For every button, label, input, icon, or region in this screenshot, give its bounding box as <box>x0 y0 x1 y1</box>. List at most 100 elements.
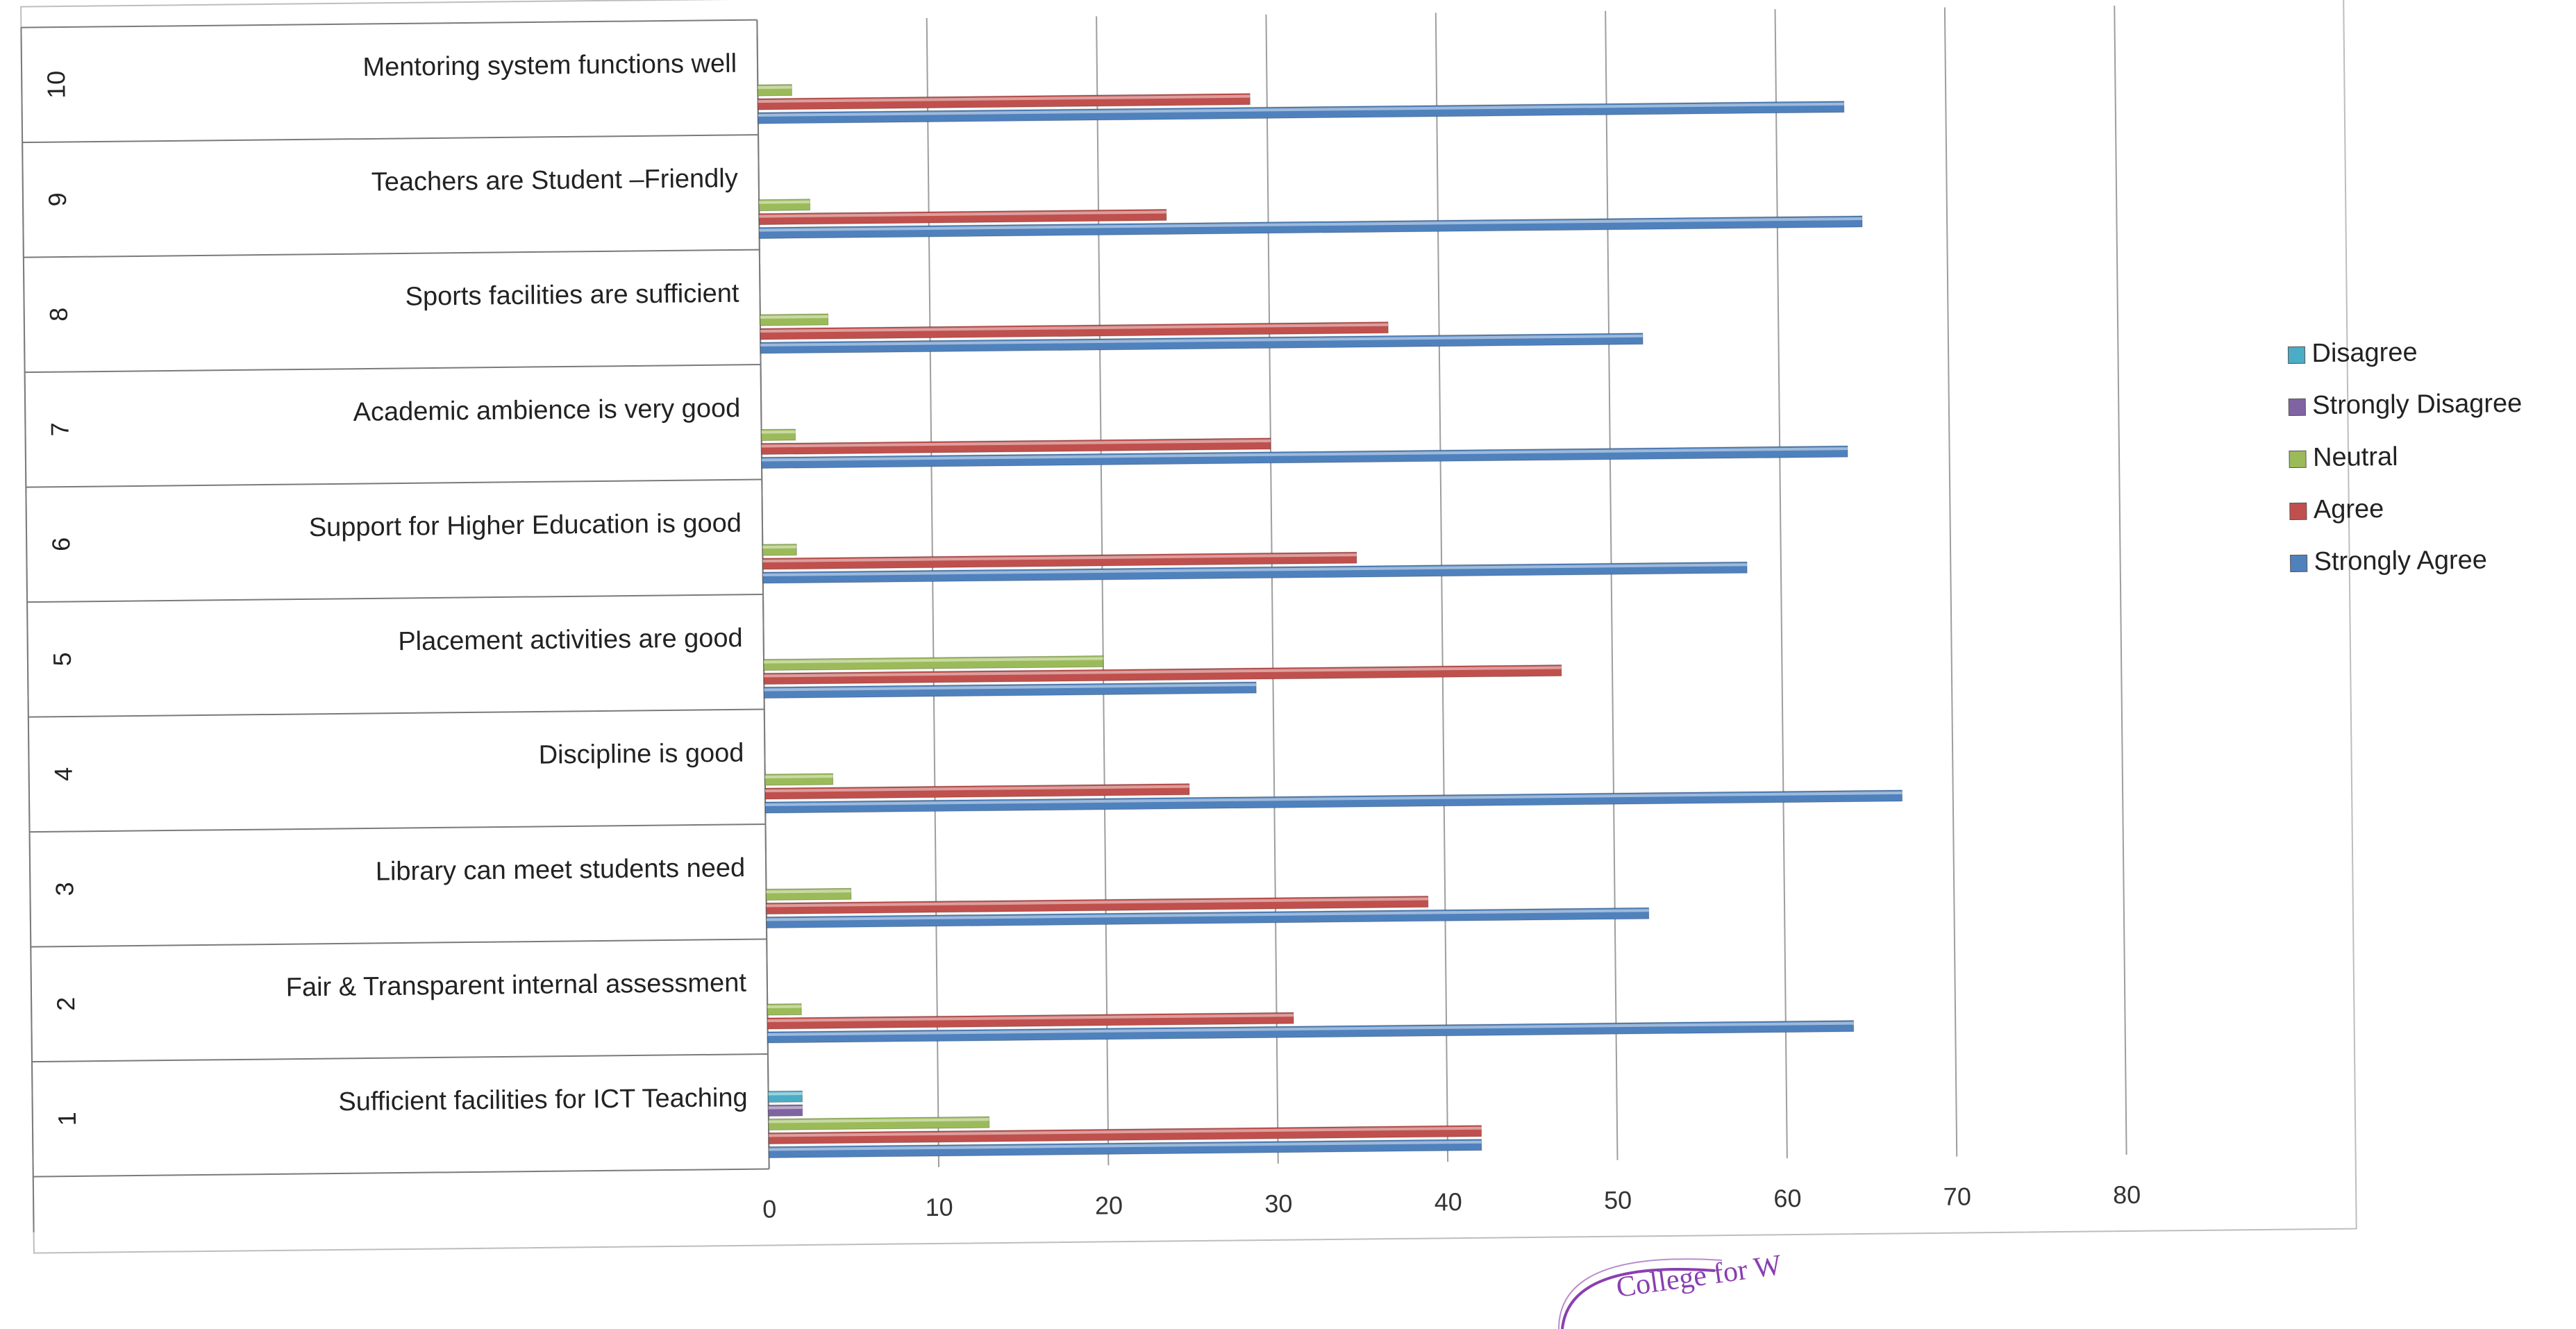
bar-highlight <box>760 334 1643 347</box>
bar-highlight <box>758 85 792 90</box>
bar-highlight <box>761 431 796 434</box>
legend-swatch <box>2287 346 2306 365</box>
bar-highlight <box>759 217 1862 232</box>
x-axis-tick-labels: 0 10 20 30 40 50 60 70 80 <box>762 1180 2141 1223</box>
x-tick-label: 0 <box>762 1194 776 1223</box>
x-tick-label: 80 <box>2113 1180 2141 1209</box>
bar-agree <box>758 93 1251 110</box>
table-row-divider <box>21 19 758 28</box>
bar-agree <box>768 1125 1482 1144</box>
legend-swatch <box>2289 450 2307 469</box>
table-row-divider <box>33 1168 769 1178</box>
bar-highlight <box>758 94 1251 103</box>
table-row-divider <box>32 1053 768 1063</box>
bar-highlight <box>762 545 797 549</box>
bar-highlight <box>762 553 1357 563</box>
legend-swatch <box>2289 502 2307 521</box>
bar-highlight <box>767 1005 802 1009</box>
gridline <box>1435 12 1449 1162</box>
bar-strongly-agree <box>762 561 1748 584</box>
x-tick-label: 30 <box>1264 1189 1292 1218</box>
bar-strongly-agree <box>758 101 1845 124</box>
table-row-divider <box>24 364 761 374</box>
bar-agree <box>767 1012 1294 1030</box>
category-label: Sufficient facilities for ICT Teaching <box>338 1083 748 1117</box>
x-tick-label: 10 <box>925 1193 953 1221</box>
category-number: 10 <box>42 71 70 99</box>
bar-neutral <box>768 1116 990 1131</box>
bar-agree <box>762 551 1357 570</box>
table-border <box>20 27 35 1232</box>
bar-strongly-disagree <box>768 1104 803 1117</box>
bar-agree <box>763 664 1562 685</box>
bar-highlight <box>761 447 1848 462</box>
bar-highlight <box>768 1118 989 1123</box>
category-label: Placement activities are good <box>398 624 743 656</box>
category-label: Discipline is good <box>538 739 744 770</box>
category-label: Sports facilities are sufficient <box>405 279 739 312</box>
category-number: 5 <box>48 652 76 666</box>
gridline <box>1265 14 1279 1164</box>
legend-label: Neutral <box>2313 442 2398 472</box>
bar-strongly-agree <box>764 789 1903 814</box>
bar-neutral <box>762 544 797 556</box>
table-row-divider <box>31 938 767 948</box>
category-number: 7 <box>45 422 74 436</box>
x-tick-label: 70 <box>1943 1182 1971 1210</box>
category-label-table: 1 Sufficient facilities for ICT Teaching 2… <box>20 19 770 1232</box>
x-tick-label: 50 <box>1604 1185 1632 1214</box>
legend-label: Strongly Agree <box>2314 546 2487 577</box>
bar-highlight <box>769 1140 1482 1151</box>
table-row-divider <box>26 478 762 488</box>
bar-agree <box>761 437 1271 455</box>
category-label: Support for Higher Education is good <box>309 509 742 543</box>
table-row-divider <box>29 824 766 833</box>
bar-highlight <box>759 200 810 204</box>
bar-highlight <box>767 1014 1294 1023</box>
bar-neutral <box>767 1003 802 1016</box>
category-number: 1 <box>53 1112 81 1126</box>
gridline <box>1774 9 1788 1159</box>
bar-highlight <box>759 210 1166 218</box>
category-label: Library can meet students need <box>376 853 746 887</box>
table-row-divider <box>28 708 764 718</box>
bar-highlight <box>764 775 833 779</box>
bar-highlight <box>768 1105 803 1110</box>
bar-highlight <box>766 889 851 894</box>
bar-strongly-agree <box>766 907 1650 929</box>
gridline <box>926 18 940 1167</box>
table-row-divider <box>22 134 759 144</box>
bar-neutral <box>760 313 829 326</box>
bar-highlight <box>760 323 1389 333</box>
bar-neutral <box>758 199 811 212</box>
bar-highlight <box>767 1021 1854 1037</box>
gridline <box>1943 7 1958 1157</box>
category-number: 3 <box>50 882 78 896</box>
bar-agree <box>764 783 1190 800</box>
bar-highlight <box>758 102 1844 117</box>
bar-neutral <box>761 428 796 442</box>
table-row-divider <box>27 594 764 603</box>
bar-highlight <box>766 909 1649 921</box>
bar-agree <box>760 321 1389 340</box>
bar-highlight <box>764 785 1189 793</box>
legend: Disagree Strongly Disagree Neutral Agree Str… <box>2287 338 2523 577</box>
bar-neutral <box>765 887 852 901</box>
legend-label: Disagree <box>2311 338 2418 369</box>
category-number: 4 <box>49 767 78 781</box>
bar-strongly-agree <box>763 681 1257 699</box>
category-label: Teachers are Student –Friendly <box>371 164 737 197</box>
legend-swatch <box>2290 554 2308 573</box>
category-label: Mentoring system functions well <box>362 49 737 83</box>
gridline <box>1605 10 1619 1160</box>
category-label: Fair & Transparent internal assessment <box>286 969 747 1003</box>
category-number: 8 <box>44 308 73 321</box>
bar-agree <box>758 208 1167 226</box>
bar-neutral <box>757 84 792 97</box>
category-number: 9 <box>43 192 72 206</box>
table-row-divider <box>23 249 760 258</box>
bar-strongly-agree <box>758 215 1863 240</box>
